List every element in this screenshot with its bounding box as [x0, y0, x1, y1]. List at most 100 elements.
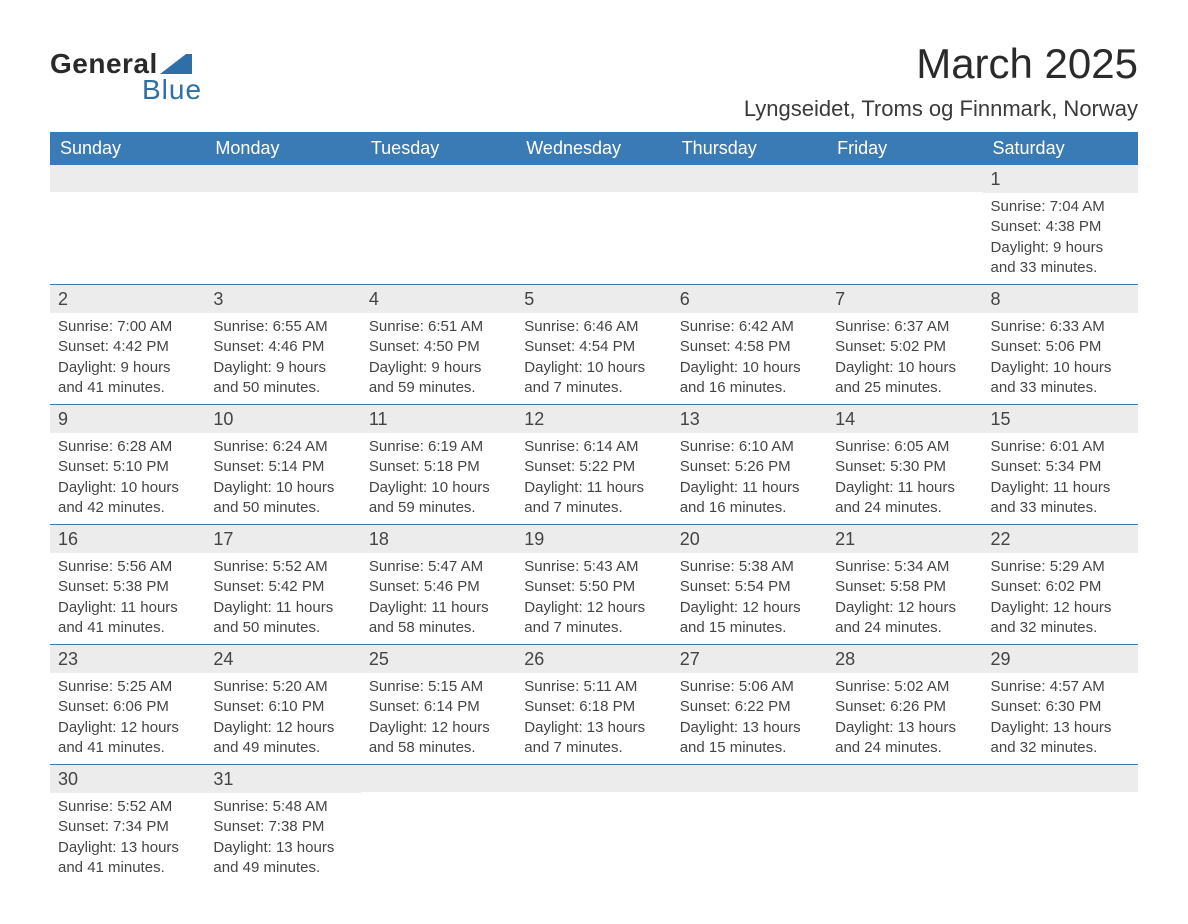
calendar-cell: 19Sunrise: 5:43 AMSunset: 5:50 PMDayligh…	[516, 525, 671, 645]
sunrise-text: Sunrise: 6:10 AM	[680, 437, 819, 457]
calendar-cell	[516, 765, 671, 885]
sunset-text: Sunset: 5:54 PM	[680, 577, 819, 597]
day-details: Sunrise: 5:47 AMSunset: 5:46 PMDaylight:…	[361, 553, 516, 644]
calendar-cell	[672, 765, 827, 885]
day-details: Sunrise: 5:56 AMSunset: 5:38 PMDaylight:…	[50, 553, 205, 644]
day-details: Sunrise: 4:57 AMSunset: 6:30 PMDaylight:…	[983, 673, 1138, 764]
day-details: Sunrise: 6:24 AMSunset: 5:14 PMDaylight:…	[205, 433, 360, 524]
day-number: 4	[361, 285, 516, 313]
calendar-cell: 20Sunrise: 5:38 AMSunset: 5:54 PMDayligh…	[672, 525, 827, 645]
day-details: Sunrise: 6:51 AMSunset: 4:50 PMDaylight:…	[361, 313, 516, 404]
daylight2-text: and 50 minutes.	[213, 498, 352, 518]
sunset-text: Sunset: 6:22 PM	[680, 697, 819, 717]
daylight2-text: and 7 minutes.	[524, 738, 663, 758]
day-number: 6	[672, 285, 827, 313]
day-details: Sunrise: 6:46 AMSunset: 4:54 PMDaylight:…	[516, 313, 671, 404]
daylight1-text: Daylight: 13 hours	[524, 718, 663, 738]
calendar-cell: 23Sunrise: 5:25 AMSunset: 6:06 PMDayligh…	[50, 645, 205, 765]
weekday-header: Sunday	[50, 132, 205, 165]
daylight2-text: and 16 minutes.	[680, 498, 819, 518]
sunrise-text: Sunrise: 5:20 AM	[213, 677, 352, 697]
day-details: Sunrise: 5:29 AMSunset: 6:02 PMDaylight:…	[983, 553, 1138, 644]
sunset-text: Sunset: 5:34 PM	[991, 457, 1130, 477]
brand-logo: General Blue	[50, 40, 202, 106]
day-details: Sunrise: 5:52 AMSunset: 5:42 PMDaylight:…	[205, 553, 360, 644]
sunset-text: Sunset: 7:34 PM	[58, 817, 197, 837]
calendar-cell	[672, 165, 827, 285]
sunrise-text: Sunrise: 5:02 AM	[835, 677, 974, 697]
daylight1-text: Daylight: 11 hours	[524, 478, 663, 498]
weekday-header: Friday	[827, 132, 982, 165]
day-number: 5	[516, 285, 671, 313]
sunset-text: Sunset: 6:18 PM	[524, 697, 663, 717]
calendar-cell	[361, 765, 516, 885]
calendar-cell: 8Sunrise: 6:33 AMSunset: 5:06 PMDaylight…	[983, 285, 1138, 405]
calendar-cell: 14Sunrise: 6:05 AMSunset: 5:30 PMDayligh…	[827, 405, 982, 525]
sunrise-text: Sunrise: 6:19 AM	[369, 437, 508, 457]
day-number: 1	[983, 165, 1138, 193]
sunrise-text: Sunrise: 5:38 AM	[680, 557, 819, 577]
weekday-header: Tuesday	[361, 132, 516, 165]
day-details: Sunrise: 6:05 AMSunset: 5:30 PMDaylight:…	[827, 433, 982, 524]
sunrise-text: Sunrise: 6:42 AM	[680, 317, 819, 337]
daylight1-text: Daylight: 12 hours	[213, 718, 352, 738]
calendar-cell: 16Sunrise: 5:56 AMSunset: 5:38 PMDayligh…	[50, 525, 205, 645]
daylight1-text: Daylight: 13 hours	[213, 838, 352, 858]
calendar-cell: 26Sunrise: 5:11 AMSunset: 6:18 PMDayligh…	[516, 645, 671, 765]
calendar-cell: 7Sunrise: 6:37 AMSunset: 5:02 PMDaylight…	[827, 285, 982, 405]
empty-day	[516, 165, 671, 192]
calendar-cell: 24Sunrise: 5:20 AMSunset: 6:10 PMDayligh…	[205, 645, 360, 765]
calendar-week-row: 9Sunrise: 6:28 AMSunset: 5:10 PMDaylight…	[50, 405, 1138, 525]
sunset-text: Sunset: 4:54 PM	[524, 337, 663, 357]
calendar-week-row: 16Sunrise: 5:56 AMSunset: 5:38 PMDayligh…	[50, 525, 1138, 645]
day-number: 25	[361, 645, 516, 673]
empty-day	[516, 765, 671, 792]
day-number: 21	[827, 525, 982, 553]
sunrise-text: Sunrise: 5:56 AM	[58, 557, 197, 577]
sunset-text: Sunset: 5:14 PM	[213, 457, 352, 477]
daylight2-text: and 59 minutes.	[369, 378, 508, 398]
sunrise-text: Sunrise: 5:52 AM	[213, 557, 352, 577]
sunrise-text: Sunrise: 6:51 AM	[369, 317, 508, 337]
daylight2-text: and 32 minutes.	[991, 738, 1130, 758]
day-details: Sunrise: 5:34 AMSunset: 5:58 PMDaylight:…	[827, 553, 982, 644]
sunset-text: Sunset: 4:50 PM	[369, 337, 508, 357]
day-details: Sunrise: 6:33 AMSunset: 5:06 PMDaylight:…	[983, 313, 1138, 404]
daylight1-text: Daylight: 10 hours	[991, 358, 1130, 378]
calendar-cell: 1Sunrise: 7:04 AMSunset: 4:38 PMDaylight…	[983, 165, 1138, 285]
day-details: Sunrise: 6:10 AMSunset: 5:26 PMDaylight:…	[672, 433, 827, 524]
sunrise-text: Sunrise: 6:33 AM	[991, 317, 1130, 337]
calendar-cell	[983, 765, 1138, 885]
day-details: Sunrise: 5:25 AMSunset: 6:06 PMDaylight:…	[50, 673, 205, 764]
sunrise-text: Sunrise: 6:46 AM	[524, 317, 663, 337]
sunrise-text: Sunrise: 5:43 AM	[524, 557, 663, 577]
day-number: 7	[827, 285, 982, 313]
day-details: Sunrise: 5:43 AMSunset: 5:50 PMDaylight:…	[516, 553, 671, 644]
sunrise-text: Sunrise: 6:55 AM	[213, 317, 352, 337]
calendar-cell: 2Sunrise: 7:00 AMSunset: 4:42 PMDaylight…	[50, 285, 205, 405]
sunset-text: Sunset: 6:30 PM	[991, 697, 1130, 717]
calendar-week-row: 23Sunrise: 5:25 AMSunset: 6:06 PMDayligh…	[50, 645, 1138, 765]
calendar-cell: 29Sunrise: 4:57 AMSunset: 6:30 PMDayligh…	[983, 645, 1138, 765]
daylight1-text: Daylight: 12 hours	[58, 718, 197, 738]
day-details: Sunrise: 5:52 AMSunset: 7:34 PMDaylight:…	[50, 793, 205, 884]
empty-day	[827, 165, 982, 192]
daylight2-text: and 15 minutes.	[680, 618, 819, 638]
calendar-cell: 13Sunrise: 6:10 AMSunset: 5:26 PMDayligh…	[672, 405, 827, 525]
calendar-cell: 18Sunrise: 5:47 AMSunset: 5:46 PMDayligh…	[361, 525, 516, 645]
sunset-text: Sunset: 5:26 PM	[680, 457, 819, 477]
day-number: 14	[827, 405, 982, 433]
sunrise-text: Sunrise: 6:01 AM	[991, 437, 1130, 457]
sunset-text: Sunset: 5:22 PM	[524, 457, 663, 477]
calendar-cell: 25Sunrise: 5:15 AMSunset: 6:14 PMDayligh…	[361, 645, 516, 765]
daylight2-text: and 50 minutes.	[213, 618, 352, 638]
daylight2-text: and 41 minutes.	[58, 378, 197, 398]
daylight1-text: Daylight: 9 hours	[991, 238, 1130, 258]
day-details: Sunrise: 5:38 AMSunset: 5:54 PMDaylight:…	[672, 553, 827, 644]
location-subtitle: Lyngseidet, Troms og Finnmark, Norway	[744, 96, 1138, 122]
daylight2-text: and 7 minutes.	[524, 378, 663, 398]
sunrise-text: Sunrise: 6:05 AM	[835, 437, 974, 457]
weekday-header: Thursday	[672, 132, 827, 165]
sunset-text: Sunset: 4:46 PM	[213, 337, 352, 357]
day-number: 11	[361, 405, 516, 433]
